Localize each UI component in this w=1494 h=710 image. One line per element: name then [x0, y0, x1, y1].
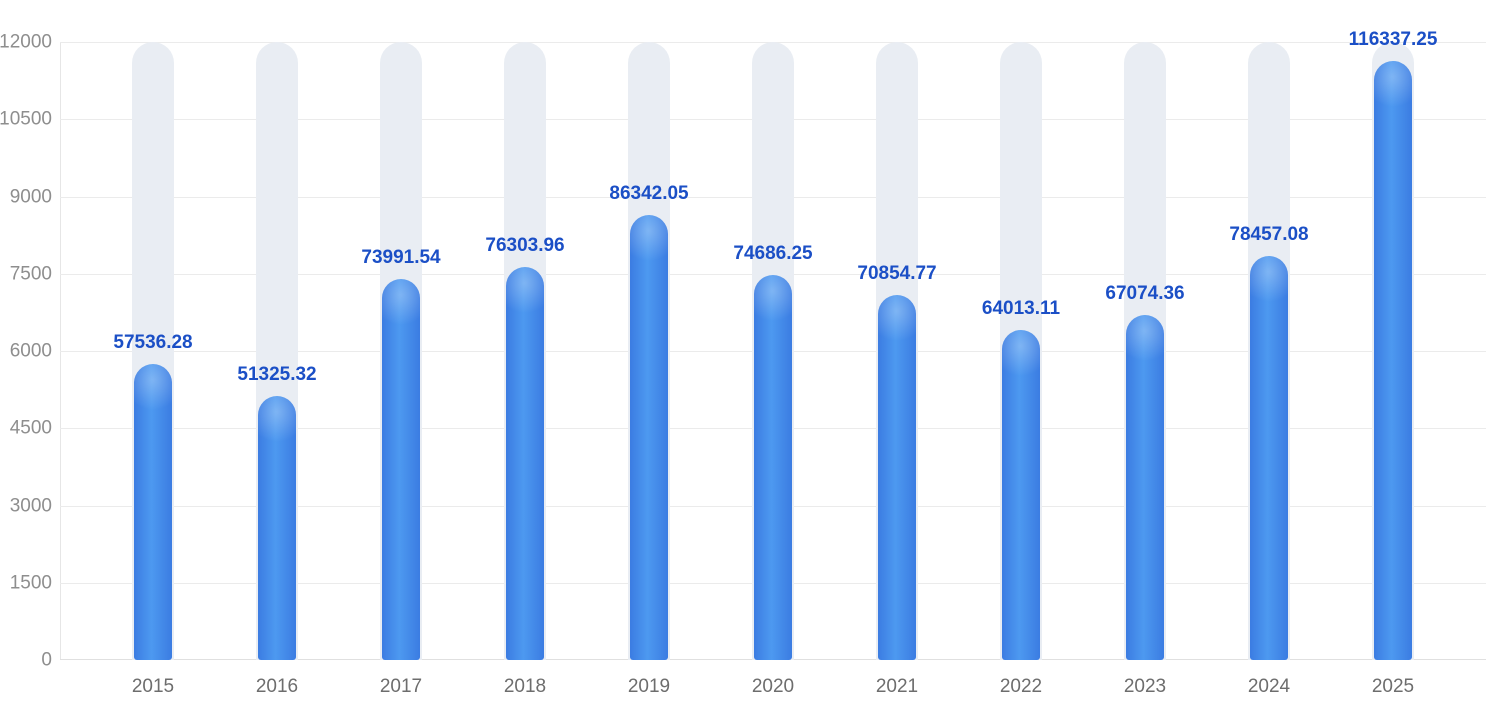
bar[interactable]: [506, 267, 544, 660]
bar[interactable]: [1126, 314, 1164, 660]
bar-value-label: 74686.25: [733, 243, 813, 265]
y-axis-label: 1500: [9, 572, 52, 594]
bar[interactable]: [1002, 330, 1040, 660]
bar[interactable]: [754, 275, 792, 660]
x-axis-label: 2021: [875, 676, 919, 697]
x-axis-label: 2017: [379, 676, 423, 697]
bar-value-label: 64013.11: [981, 298, 1061, 320]
plot-area: 57536.28 51325.32 73991.54 76303.96 86342.05…: [60, 30, 1486, 660]
bar[interactable]: [1374, 60, 1412, 660]
bar[interactable]: [878, 295, 916, 660]
x-axis-label: 2016: [255, 676, 299, 697]
bar[interactable]: [258, 395, 296, 660]
y-axis-label: 9000: [9, 186, 52, 207]
y-axis-label: 12000: [0, 31, 52, 53]
bar-value-label: 51325.32: [237, 363, 317, 385]
bar-value-label: 70854.77: [857, 263, 937, 285]
x-axis-label: 2015: [131, 676, 175, 697]
x-axis-label: 2020: [751, 676, 795, 697]
x-axis-label: 2019: [627, 676, 671, 697]
y-axis-label: 4500: [9, 417, 52, 439]
y-axis-label: 3000: [9, 495, 52, 516]
y-axis-label: 10500: [0, 108, 52, 130]
x-axis-label: 2018: [503, 676, 547, 697]
bar[interactable]: [382, 278, 420, 660]
x-axis-label: 2022: [999, 676, 1043, 697]
bar[interactable]: [134, 363, 172, 660]
bar-value-label: 78457.08: [1229, 223, 1309, 245]
bar[interactable]: [1250, 255, 1288, 660]
x-axis-label: 2024: [1247, 676, 1291, 697]
bar-value-label: 116337.25: [1348, 28, 1438, 50]
x-axis-label: 2023: [1123, 676, 1167, 697]
bar-value-label: 76303.96: [485, 235, 565, 257]
y-axis-label: 0: [41, 649, 52, 671]
bar[interactable]: [630, 215, 668, 660]
bar-value-label: 73991.54: [361, 246, 441, 268]
bar-value-label: 57536.28: [113, 331, 193, 353]
bar-value-label: 67074.36: [1105, 282, 1185, 304]
y-axis-label: 7500: [9, 263, 52, 285]
y-axis-label: 6000: [9, 340, 52, 362]
x-axis-label: 2025: [1371, 676, 1415, 697]
bar-value-label: 86342.05: [609, 183, 689, 205]
